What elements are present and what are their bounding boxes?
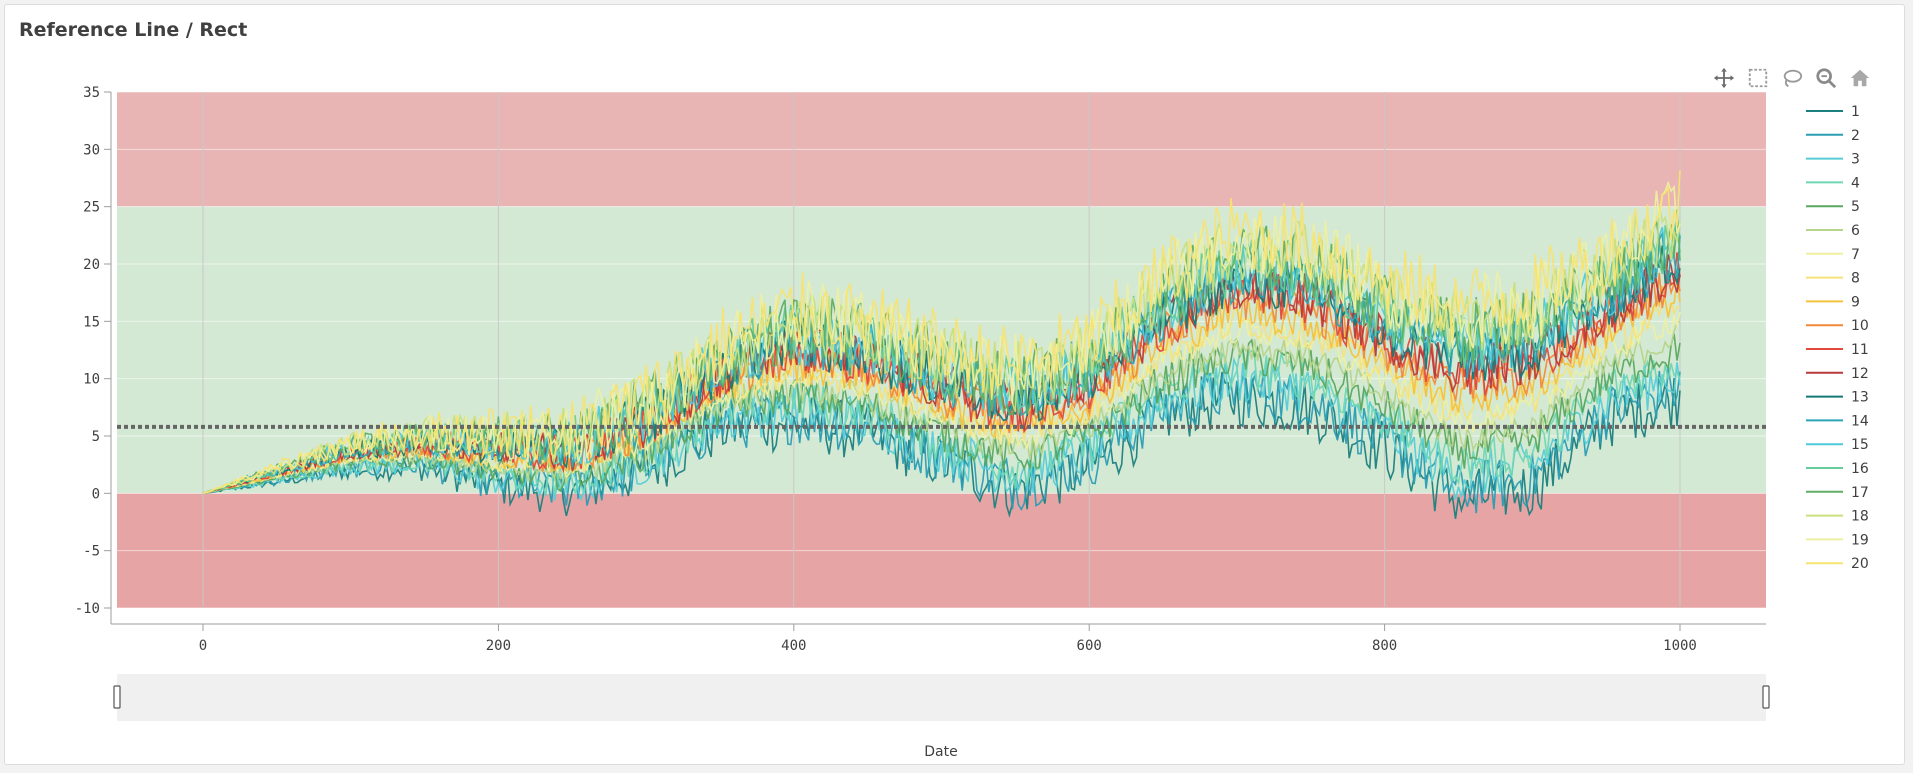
y-tick-label: 0 (92, 486, 100, 502)
legend-label-15: 15 (1851, 437, 1869, 453)
lasso-select-tool[interactable] (1779, 65, 1805, 91)
legend-label-3: 3 (1851, 152, 1860, 168)
lasso-icon (1783, 69, 1803, 88)
legend-label-5: 5 (1851, 199, 1860, 215)
legend-label-20: 20 (1851, 556, 1869, 572)
series-line-3 (202, 356, 1681, 502)
y-tick-label: -10 (75, 601, 100, 617)
x-axis-label: Date (924, 744, 957, 760)
legend-label-4: 4 (1851, 175, 1860, 191)
legend-label-10: 10 (1851, 318, 1869, 334)
y-tick-label: 20 (83, 257, 100, 273)
range-slider-right-handle[interactable] (1762, 685, 1770, 709)
y-tick-label: 5 (92, 429, 100, 445)
x-tick-label: 600 (1077, 638, 1102, 654)
x-tick-label: 800 (1372, 638, 1397, 654)
move-arrows-icon (1713, 67, 1735, 89)
x-tick-label: 400 (781, 638, 806, 654)
legend-label-16: 16 (1851, 461, 1869, 477)
x-tick-label: 200 (486, 638, 511, 654)
legend-label-14: 14 (1851, 413, 1869, 429)
y-tick-label: 10 (83, 372, 100, 388)
legend-label-9: 9 (1851, 294, 1860, 310)
reset-home-tool[interactable] (1847, 65, 1873, 91)
range-slider-track (117, 674, 1766, 721)
x-tick-label: 0 (199, 638, 207, 654)
range-slider-left-handle[interactable] (113, 685, 121, 709)
legend-label-11: 11 (1851, 342, 1869, 358)
zoom-icon (1816, 68, 1837, 89)
chart-toolbar (1711, 65, 1873, 91)
box-select-icon (1748, 68, 1768, 88)
y-tick-label: -5 (83, 544, 100, 560)
legend-label-19: 19 (1851, 532, 1869, 548)
series-line-20 (202, 170, 1681, 495)
box-select-tool[interactable] (1745, 65, 1771, 91)
series-line-19 (202, 180, 1681, 495)
legend-label-12: 12 (1851, 366, 1869, 382)
y-tick-label: 30 (83, 142, 100, 158)
chart-title: Reference Line / Rect (19, 19, 248, 41)
y-tick-label: 35 (83, 85, 100, 101)
legend-label-8: 8 (1851, 271, 1860, 287)
legend-label-7: 7 (1851, 247, 1860, 263)
series-line-9 (202, 281, 1681, 495)
x-tick-label: 1000 (1663, 638, 1697, 654)
y-tick-label: 15 (83, 314, 100, 330)
legend-label-2: 2 (1851, 128, 1860, 144)
legend-label-1: 1 (1851, 104, 1860, 120)
legend-label-6: 6 (1851, 223, 1860, 239)
home-icon (1850, 69, 1870, 87)
legend-label-18: 18 (1851, 509, 1869, 525)
pan-tool[interactable] (1711, 65, 1737, 91)
legend-label-17: 17 (1851, 485, 1869, 501)
y-tick-label: 25 (83, 200, 100, 216)
zoom-tool[interactable] (1813, 65, 1839, 91)
legend-label-13: 13 (1851, 390, 1869, 406)
